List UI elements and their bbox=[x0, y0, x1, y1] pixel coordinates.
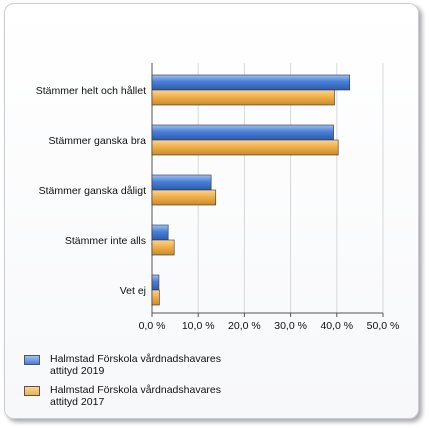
legend-label-2017: Halmstad Förskola vårdnadshavares attity… bbox=[50, 384, 221, 408]
legend-label-2019: Halmstad Förskola vårdnadshavares attity… bbox=[50, 353, 221, 377]
x-tick-label: 30,0 % bbox=[274, 320, 307, 332]
bar-2019 bbox=[151, 124, 334, 141]
category-label: Stämmer inte alls bbox=[65, 235, 146, 247]
legend-item-2019: Halmstad Förskola vårdnadshavares attity… bbox=[24, 353, 264, 378]
x-tick-labels: 0,0 % 10,0 % 20,0 % 30,0 % 40,0 % 50,0 % bbox=[139, 320, 400, 332]
category-label: Stämmer ganska bra bbox=[49, 135, 147, 147]
category-label: Stämmer ganska dåligt bbox=[39, 185, 146, 197]
bar-2017 bbox=[151, 89, 335, 106]
bar-2017 bbox=[151, 189, 217, 206]
category-label: Stämmer helt och hållet bbox=[36, 85, 146, 97]
x-tick-label: 20,0 % bbox=[228, 320, 261, 332]
legend-item-2017: Halmstad Förskola vårdnadshavares attity… bbox=[24, 384, 264, 409]
x-tick-label: 0,0 % bbox=[139, 320, 166, 332]
bar-2019 bbox=[151, 174, 212, 191]
x-tick-label: 10,0 % bbox=[182, 320, 215, 332]
bar-2019 bbox=[151, 74, 351, 91]
category-labels: Stämmer helt och hållet Stämmer ganska br… bbox=[36, 85, 146, 297]
bar-2017 bbox=[151, 139, 339, 156]
bars bbox=[151, 74, 351, 306]
bar-2019 bbox=[151, 224, 169, 241]
bar-2019 bbox=[151, 274, 160, 291]
bar-2017 bbox=[151, 239, 175, 256]
chart-frame bbox=[4, 3, 419, 419]
x-tick-label: 50,0 % bbox=[367, 320, 400, 332]
x-tick-label: 40,0 % bbox=[320, 320, 353, 332]
category-label: Vet ej bbox=[120, 285, 146, 297]
legend-swatch-2019 bbox=[24, 355, 40, 365]
bar-2017 bbox=[151, 289, 160, 306]
legend-swatch-2017 bbox=[24, 386, 40, 396]
legend: Halmstad Förskola vårdnadshavares attity… bbox=[24, 353, 264, 415]
